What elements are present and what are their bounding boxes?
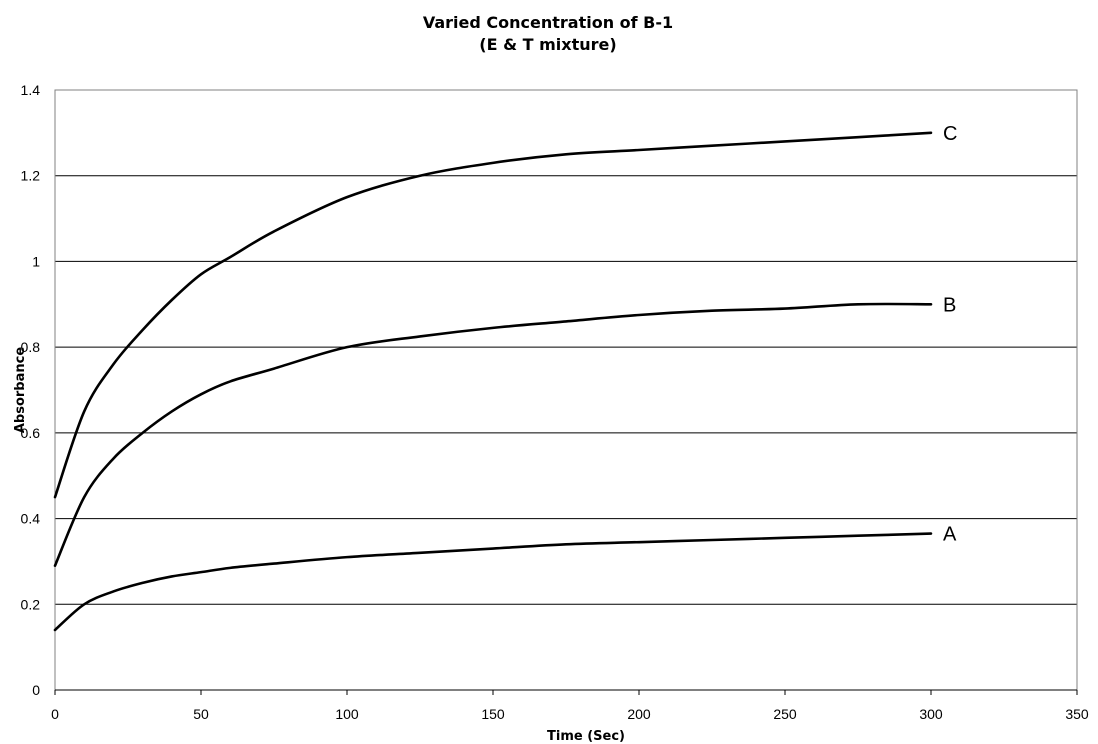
series-label-a: A: [943, 524, 957, 546]
x-axis-label: Time (Sec): [547, 729, 625, 744]
x-tick-label: 350: [1065, 706, 1089, 722]
y-tick-label: 0: [32, 682, 40, 698]
series-label-c: C: [943, 123, 957, 145]
x-tick-label: 50: [193, 706, 209, 722]
series-lines: [53, 131, 933, 632]
x-tick-label: 300: [919, 706, 943, 722]
x-tick-label: 100: [335, 706, 359, 722]
y-tick-label: 0.8: [21, 339, 41, 355]
y-tick-label: 0.2: [21, 596, 41, 612]
series-label-b: B: [943, 294, 956, 316]
series-labels: C B A: [943, 123, 957, 546]
x-tick-label: 250: [773, 706, 797, 722]
axis-ticks: 0 0.2 0.4 0.6 0.8 1 1.2 1.4 0 50 100 150 200 250 300 35…: [21, 82, 1089, 722]
y-tick-label: 0.4: [21, 511, 41, 527]
chart-subtitle: (E & T mixture): [479, 35, 616, 54]
grid-lines: [55, 175, 1077, 605]
y-tick-label: 1.2: [21, 168, 41, 184]
series-line-b: [53, 302, 933, 568]
x-tick-label: 150: [481, 706, 505, 722]
y-axis-label: Absorbance: [13, 347, 28, 433]
series-line-a: [53, 532, 933, 632]
x-tick-label: 0: [51, 706, 59, 722]
x-tick-label: 200: [627, 706, 651, 722]
y-tick-label: 1: [32, 253, 40, 269]
y-tick-label: 1.4: [21, 82, 41, 98]
y-tick-label: 0.6: [21, 425, 41, 441]
series-line-c: [53, 131, 933, 499]
chart-title: Varied Concentration of B-1: [423, 13, 673, 32]
